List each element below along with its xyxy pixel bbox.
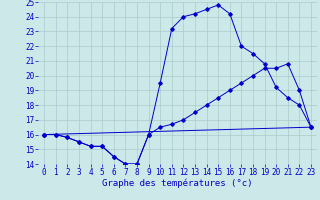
X-axis label: Graphe des températures (°c): Graphe des températures (°c) [102, 179, 253, 188]
